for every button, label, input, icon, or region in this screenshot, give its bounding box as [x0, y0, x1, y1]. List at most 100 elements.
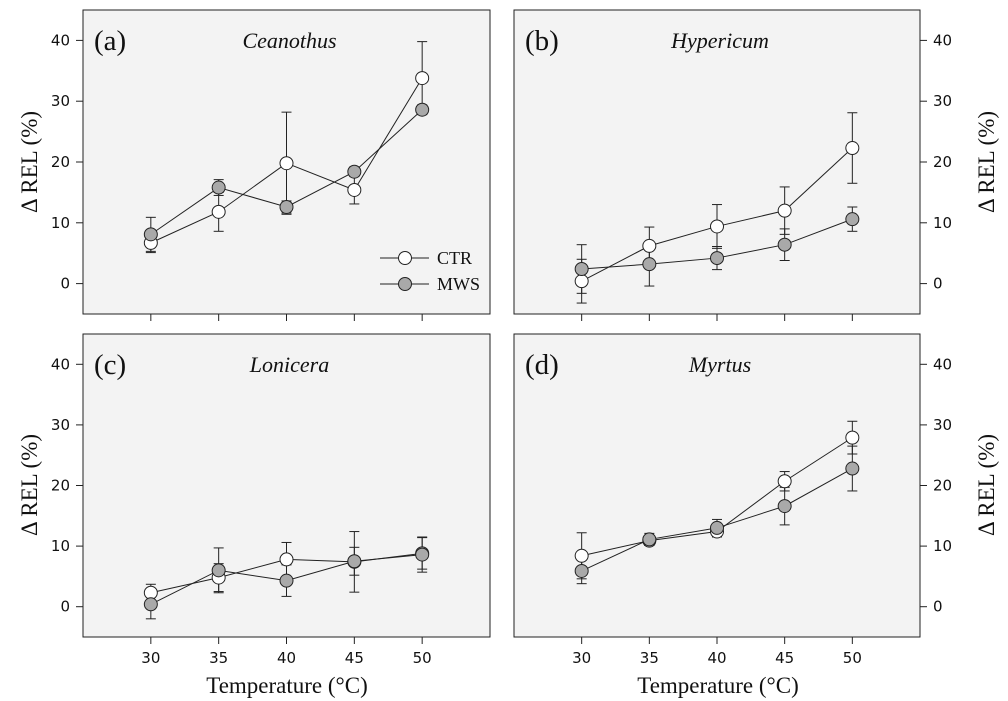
point-a-mws-45: [347, 164, 362, 179]
legend-marker-mws: [398, 277, 412, 291]
legend-label-mws: MWS: [437, 274, 480, 294]
point-c-mws-50: [415, 547, 430, 562]
point-b-mws-45: [777, 237, 792, 252]
legend-marker-ctr: [398, 251, 412, 265]
point-d-mws-35: [642, 532, 657, 547]
point-c-mws-30: [143, 597, 158, 612]
y-tick-label-c-30: 30: [51, 416, 70, 434]
y-tick-label-b-0: 0: [933, 275, 943, 293]
y-tick-label-d-20: 20: [933, 477, 952, 495]
x-tick-label-c-45: 45: [345, 649, 364, 667]
point-d-mws-30: [574, 563, 589, 578]
point-a-mws-50: [415, 102, 430, 117]
y-axis-title-right-top: Δ REL (%): [974, 111, 999, 213]
point-b-mws-50: [845, 212, 860, 227]
x-tick-label-d-40: 40: [707, 649, 726, 667]
point-a-ctr-45: [347, 182, 362, 197]
x-ticks-c: 30 35 40 45 50: [141, 637, 432, 667]
legend: CTR MWS: [380, 248, 480, 294]
x-tick-label-c-40: 40: [277, 649, 296, 667]
panel-d: (d) Myrtus 0 10 20 30 40 30 35 40 45 50: [513, 333, 952, 667]
panel-title-a: Ceanothus: [242, 28, 336, 53]
panel-b: (b) Hypericum 0 10 20 30 40: [513, 9, 952, 321]
point-b-ctr-45: [777, 203, 792, 218]
x-tick-label-d-50: 50: [843, 649, 862, 667]
point-d-ctr-45: [777, 474, 792, 489]
series-group-a: [143, 41, 430, 254]
y-tick-label-c-0: 0: [60, 598, 70, 616]
x-axis-title-left: Temperature (°C): [206, 673, 367, 698]
point-d-ctr-30: [574, 548, 589, 563]
y-tick-label-d-30: 30: [933, 416, 952, 434]
y-axis-title-right-bottom: Δ REL (%): [974, 434, 999, 536]
panel-title-d: Myrtus: [688, 352, 751, 377]
point-a-ctr-50: [415, 71, 430, 86]
point-c-mws-45: [347, 554, 362, 569]
panel-label-a: (a): [94, 25, 126, 57]
point-b-ctr-40: [710, 219, 724, 234]
point-a-ctr-35: [211, 204, 226, 219]
point-b-ctr-50: [845, 141, 860, 156]
point-a-ctr-40: [279, 156, 294, 171]
x-ticks-d: 30 35 40 45 50: [572, 637, 862, 667]
point-a-mws-40: [279, 199, 294, 214]
y-axis-title-left-top: Δ REL (%): [17, 111, 42, 213]
point-b-mws-35: [642, 257, 657, 272]
y-tick-label-b-20: 20: [933, 153, 952, 171]
series-group-d: [574, 420, 860, 585]
y-ticks-a: 0 10 20 30 40: [51, 31, 83, 293]
point-b-ctr-35: [642, 238, 657, 253]
point-c-ctr-40: [279, 552, 294, 567]
panel-a: (a) Ceanothus 0 10 20 30 40 CTR MWS: [51, 9, 491, 321]
point-d-mws-50: [845, 461, 860, 476]
point-b-mws-30: [574, 262, 589, 277]
y-tick-label-c-40: 40: [51, 355, 70, 373]
x-tick-label-c-50: 50: [413, 649, 432, 667]
panel-c: (c) Lonicera 0 10 20 30 40 30 35 40 45 50: [51, 333, 491, 667]
point-a-mws-35: [211, 180, 226, 195]
y-tick-label-d-10: 10: [933, 537, 952, 555]
y-ticks-c: 0 10 20 30 40: [51, 355, 83, 616]
y-axis-title-left-bottom: Δ REL (%): [17, 434, 42, 536]
y-tick-label-c-10: 10: [51, 537, 70, 555]
panel-title-b: Hypericum: [670, 28, 769, 53]
point-c-mws-35: [211, 563, 226, 578]
point-d-mws-40: [710, 520, 724, 535]
y-ticks-b: 0 10 20 30 40: [920, 31, 952, 293]
panel-label-c: (c): [94, 349, 126, 381]
point-c-mws-40: [279, 573, 294, 588]
y-tick-label-c-20: 20: [51, 477, 70, 495]
x-tick-label-c-30: 30: [141, 649, 160, 667]
y-tick-label-b-30: 30: [933, 92, 952, 110]
legend-label-ctr: CTR: [437, 248, 472, 268]
plot-area-d: [513, 333, 921, 638]
y-tick-label-a-0: 0: [60, 275, 70, 293]
x-ticks-a: [150, 314, 423, 321]
y-tick-label-a-40: 40: [51, 31, 70, 49]
series-group-b: [574, 112, 860, 304]
x-tick-label-d-45: 45: [775, 649, 794, 667]
panel-label-d: (d): [525, 349, 559, 381]
point-b-ctr-30: [574, 274, 589, 289]
x-tick-label-d-35: 35: [640, 649, 659, 667]
y-tick-label-d-40: 40: [933, 355, 952, 373]
point-b-mws-40: [710, 251, 724, 266]
x-tick-label-d-30: 30: [572, 649, 591, 667]
y-tick-label-a-10: 10: [51, 214, 70, 232]
panel-label-b: (b): [525, 25, 559, 57]
x-ticks-b: [581, 314, 853, 321]
point-a-mws-30: [143, 227, 158, 242]
y-tick-label-a-20: 20: [51, 153, 70, 171]
x-axis-title-right: Temperature (°C): [637, 673, 798, 698]
point-d-mws-45: [777, 499, 792, 514]
y-ticks-d: 0 10 20 30 40: [920, 355, 952, 616]
point-d-ctr-50: [845, 430, 860, 445]
y-tick-label-d-0: 0: [933, 598, 943, 616]
y-tick-label-b-40: 40: [933, 31, 952, 49]
y-tick-label-a-30: 30: [51, 92, 70, 110]
x-tick-label-c-35: 35: [209, 649, 228, 667]
series-group-c: [143, 531, 430, 620]
panel-title-c: Lonicera: [249, 352, 329, 377]
y-tick-label-b-10: 10: [933, 214, 952, 232]
